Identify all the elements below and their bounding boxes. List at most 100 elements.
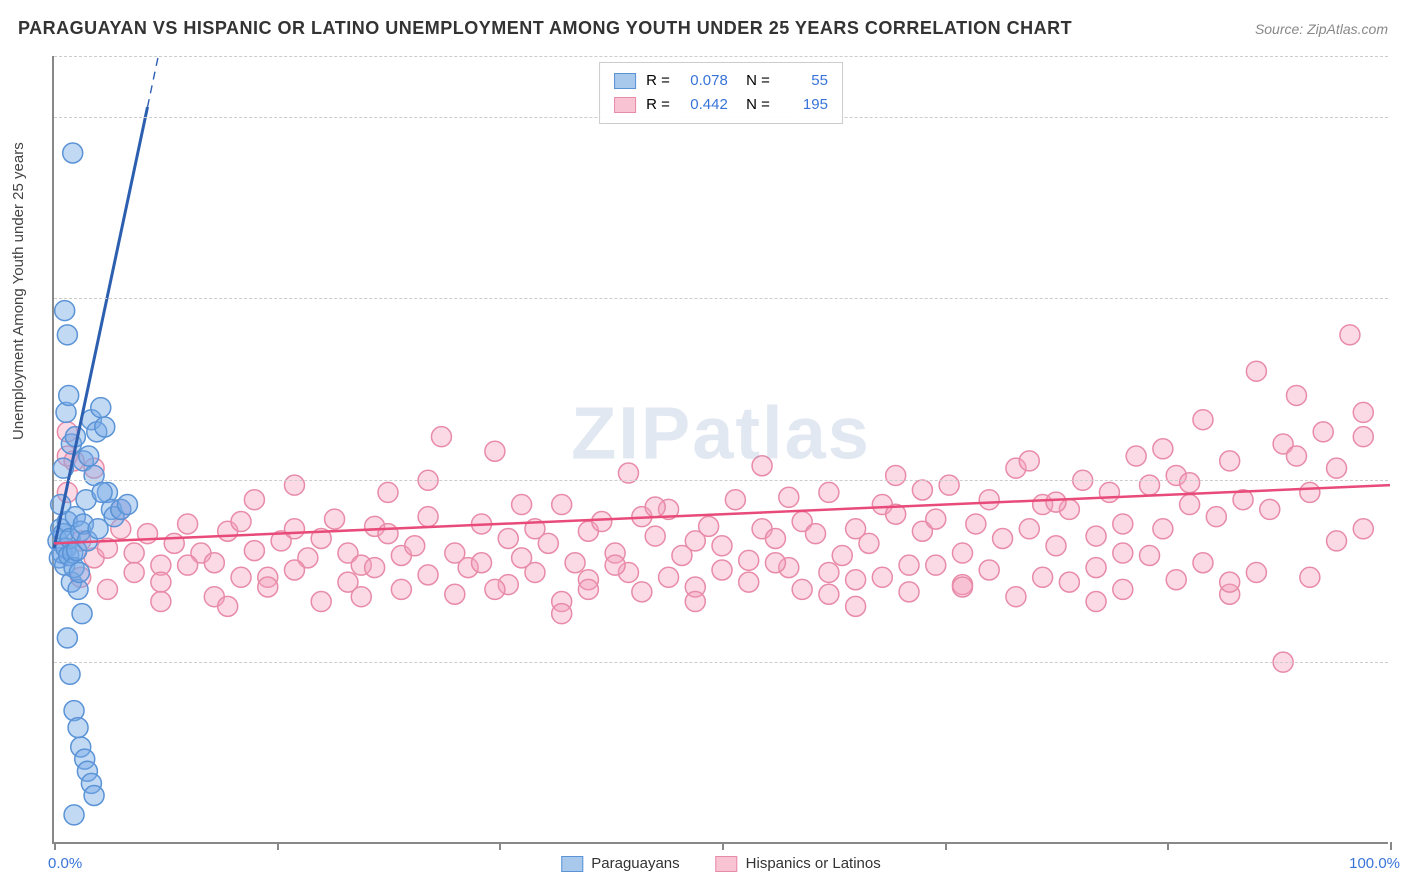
scatter-point <box>819 482 839 502</box>
scatter-point <box>55 301 75 321</box>
scatter-point <box>1019 519 1039 539</box>
scatter-point <box>124 562 144 582</box>
bottom-legend-swatch-0 <box>561 856 583 872</box>
scatter-point <box>431 427 451 447</box>
scatter-point <box>1353 402 1373 422</box>
scatter-point <box>1260 499 1280 519</box>
scatter-point <box>84 786 104 806</box>
scatter-point <box>832 545 852 565</box>
xtick <box>945 842 947 850</box>
bottom-legend-item-0: Paraguayans <box>561 855 679 872</box>
scatter-point <box>365 558 385 578</box>
scatter-point <box>939 475 959 495</box>
scatter-point <box>1113 579 1133 599</box>
scatter-point <box>512 495 532 515</box>
gridline-h <box>54 298 1388 299</box>
scatter-point <box>1327 458 1347 478</box>
legend-n-value-1: 195 <box>780 93 828 117</box>
scatter-point <box>1099 482 1119 502</box>
scatter-point <box>1153 439 1173 459</box>
gridline-h <box>54 56 1388 57</box>
scatter-point <box>846 596 866 616</box>
legend-n-label: N = <box>738 93 770 117</box>
trend-line-extrapolated <box>148 56 159 107</box>
scatter-point <box>244 490 264 510</box>
xtick <box>1390 842 1392 850</box>
scatter-point <box>1220 572 1240 592</box>
scatter-point <box>659 567 679 587</box>
scatter-point <box>979 560 999 580</box>
scatter-point <box>752 456 772 476</box>
gridline-h <box>54 480 1388 481</box>
legend-row-series-1: R = 0.442 N = 195 <box>614 93 828 117</box>
scatter-point <box>485 579 505 599</box>
scatter-point <box>325 509 345 529</box>
scatter-point <box>765 528 785 548</box>
scatter-point <box>1286 385 1306 405</box>
scatter-point <box>1166 570 1186 590</box>
legend-swatch-0 <box>614 73 636 89</box>
bottom-legend-swatch-1 <box>716 856 738 872</box>
scatter-point <box>739 550 759 570</box>
scatter-point <box>124 543 144 563</box>
scatter-point <box>472 553 492 573</box>
scatter-point <box>231 567 251 587</box>
scatter-point <box>378 524 398 544</box>
scatter-point <box>979 490 999 510</box>
chart-container: PARAGUAYAN VS HISPANIC OR LATINO UNEMPLO… <box>0 0 1406 892</box>
scatter-point <box>445 584 465 604</box>
scatter-point <box>1286 446 1306 466</box>
scatter-point <box>578 579 598 599</box>
scatter-point <box>645 526 665 546</box>
scatter-point <box>806 524 826 544</box>
scatter-point <box>1126 446 1146 466</box>
scatter-point <box>1246 562 1266 582</box>
legend-r-value-1: 0.442 <box>680 93 728 117</box>
scatter-point <box>966 514 986 534</box>
scatter-point <box>819 584 839 604</box>
legend-r-label: R = <box>646 93 670 117</box>
scatter-point <box>819 562 839 582</box>
scatter-point <box>284 475 304 495</box>
legend-r-label: R = <box>646 69 670 93</box>
scatter-point <box>525 562 545 582</box>
scatter-point <box>952 543 972 563</box>
xtick <box>277 842 279 850</box>
scatter-point <box>405 536 425 556</box>
scatter-point <box>952 577 972 597</box>
scatter-point <box>1180 495 1200 515</box>
scatter-point <box>92 482 112 502</box>
scatter-point <box>1193 410 1213 430</box>
scatter-point <box>632 582 652 602</box>
scatter-point <box>899 555 919 575</box>
scatter-point <box>418 565 438 585</box>
xtick <box>499 842 501 850</box>
scatter-point <box>95 417 115 437</box>
scatter-point <box>765 553 785 573</box>
scatter-point <box>57 325 77 345</box>
scatter-point <box>1220 451 1240 471</box>
scatter-point <box>1340 325 1360 345</box>
scatter-point <box>725 490 745 510</box>
scatter-point <box>712 536 732 556</box>
scatter-point <box>1140 545 1160 565</box>
scatter-point <box>68 718 88 738</box>
scatter-point <box>592 512 612 532</box>
scatter-point <box>60 664 80 684</box>
scatter-point <box>552 604 572 624</box>
scatter-point <box>311 592 331 612</box>
y-axis-label: Unemployment Among Youth under 25 years <box>10 142 27 440</box>
bottom-legend-label-1: Hispanics or Latinos <box>746 855 881 872</box>
scatter-point <box>645 497 665 517</box>
scatter-point <box>565 553 585 573</box>
bottom-legend-label-0: Paraguayans <box>591 855 679 872</box>
scatter-point <box>59 385 79 405</box>
scatter-point <box>552 495 572 515</box>
scatter-point <box>1046 492 1066 512</box>
scatter-point <box>1019 451 1039 471</box>
scatter-point <box>1193 553 1213 573</box>
scatter-point <box>64 805 84 825</box>
plot-area: ZIPatlas R = 0.078 N = 55 R = 0.442 N = … <box>52 56 1388 844</box>
scatter-point <box>69 562 89 582</box>
scatter-point <box>886 465 906 485</box>
